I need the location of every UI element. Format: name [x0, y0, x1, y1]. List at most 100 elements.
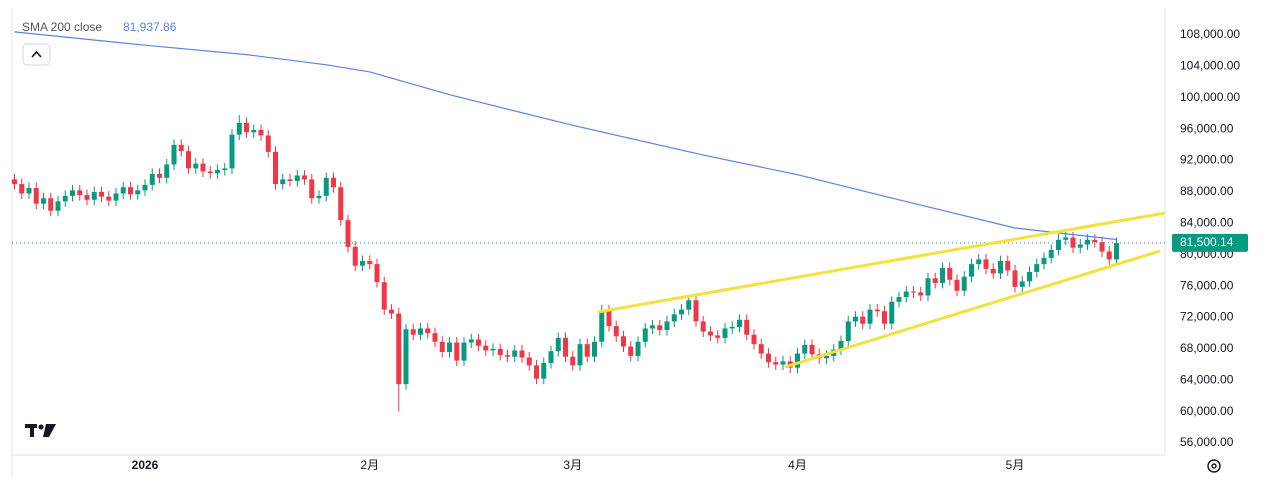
candle-body — [128, 187, 133, 195]
candle-body — [439, 341, 445, 352]
candle-body — [606, 310, 612, 327]
candle-body — [671, 314, 677, 322]
indicator-name: SMA 200 close — [22, 20, 102, 34]
candle-body — [584, 344, 590, 357]
candle-body — [592, 341, 597, 357]
candle-body — [142, 184, 148, 191]
candle-body — [824, 355, 829, 359]
candle-body — [1114, 242, 1119, 260]
candle-body — [700, 321, 706, 332]
candle-body — [613, 326, 619, 337]
candle-body — [635, 341, 641, 356]
candle-body — [33, 188, 39, 204]
candle-body — [599, 310, 605, 342]
candle-body — [186, 151, 191, 169]
candle-body — [874, 309, 880, 312]
candle-body — [106, 196, 112, 201]
candle-body — [461, 342, 467, 361]
candle-body — [425, 328, 431, 334]
candle-body — [940, 268, 945, 283]
candle-body — [911, 291, 916, 293]
candle-body — [526, 357, 532, 366]
candle-body — [1063, 237, 1069, 240]
candle-body — [251, 129, 257, 133]
candle-body — [780, 361, 786, 365]
candle-body — [882, 311, 887, 324]
x-tick-label: 2月 — [360, 458, 379, 472]
candle-body — [381, 282, 387, 310]
candle-body — [309, 179, 315, 199]
candle-body — [418, 328, 423, 335]
y-tick-label: 60,000.00 — [1180, 404, 1234, 418]
candle-body — [345, 220, 351, 247]
y-tick-label: 68,000.00 — [1180, 341, 1234, 355]
candle-body — [149, 173, 155, 185]
candle-body — [867, 309, 873, 324]
candle-body — [99, 191, 104, 197]
candle-body — [258, 129, 264, 136]
candle-body — [845, 321, 851, 342]
candle-body — [519, 350, 525, 358]
candle-body — [287, 179, 293, 181]
candle-body — [26, 188, 32, 194]
candle-body — [773, 362, 779, 365]
candle-body — [961, 276, 967, 291]
candle-body — [19, 184, 25, 194]
candle-body — [954, 279, 960, 291]
candle-body — [207, 171, 213, 174]
candle-body — [1019, 281, 1025, 287]
candle-body — [990, 268, 996, 274]
logo — [25, 424, 56, 437]
candle-body — [802, 344, 808, 354]
candle-body — [360, 260, 365, 266]
candle-body — [758, 344, 764, 354]
candle-body — [164, 164, 170, 178]
y-tick-label: 92,000.00 — [1180, 153, 1234, 167]
candle-body — [896, 297, 902, 302]
candle-body — [925, 278, 931, 296]
candle-body — [795, 353, 800, 368]
candle-body — [693, 300, 699, 322]
collapse-button[interactable] — [22, 43, 51, 66]
x-tick-label: 4月 — [788, 458, 807, 472]
y-tick-label: 84,000.00 — [1180, 215, 1234, 229]
candle-body — [1034, 264, 1040, 272]
settings-icon[interactable] — [1207, 459, 1221, 473]
candle-body — [548, 351, 554, 363]
candle-body — [512, 350, 518, 357]
candle-body — [715, 335, 721, 338]
candle-body — [273, 151, 278, 185]
candle-body — [193, 163, 199, 169]
candle-body — [809, 344, 815, 355]
candle-body — [403, 329, 409, 385]
candle-body — [374, 264, 380, 283]
candle-body — [650, 325, 655, 329]
candle-body — [1005, 260, 1011, 271]
candle-body — [454, 342, 460, 361]
candle-body — [686, 300, 692, 310]
candle-body — [751, 334, 757, 345]
candle-body — [541, 362, 547, 379]
candle-body — [497, 348, 503, 356]
candle-body — [447, 342, 452, 352]
candle-body — [410, 329, 416, 335]
candle-body — [1048, 249, 1054, 258]
candle-body — [490, 348, 496, 351]
candle-body — [860, 316, 866, 324]
candle-body — [555, 337, 561, 352]
candle-body — [389, 309, 394, 314]
candle-body — [983, 259, 989, 269]
candle-body — [838, 341, 844, 350]
candle-body — [657, 325, 663, 331]
candle-body — [178, 144, 184, 152]
candle-body — [338, 187, 344, 221]
sma-line — [14, 31, 1117, 241]
candle-body — [998, 260, 1003, 274]
candle-body — [976, 259, 982, 265]
candle-body — [468, 339, 474, 343]
candle-body — [280, 179, 286, 185]
candle-body — [570, 356, 576, 366]
candle-body — [744, 319, 750, 335]
candle-body — [969, 264, 974, 277]
